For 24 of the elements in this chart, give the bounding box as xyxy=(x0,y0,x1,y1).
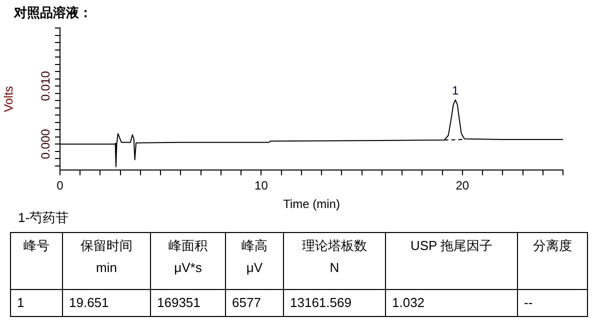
x-axis-title: Time (min) xyxy=(283,197,340,212)
text: 6577 xyxy=(226,290,284,316)
x-tick-label: 20 xyxy=(456,178,470,193)
text: 理论塔板数 N xyxy=(284,232,386,290)
chart-title: 对照品溶液： xyxy=(14,4,92,22)
text: 保留时间 min xyxy=(62,232,150,290)
y-tick-label: 0.000 xyxy=(38,128,52,160)
x-tick-label: 10 xyxy=(254,178,268,193)
text: 1.032 xyxy=(386,290,518,316)
text: 峰高 μV xyxy=(226,232,284,290)
text: 1 xyxy=(10,290,62,316)
y-axis-title: Volts xyxy=(2,86,16,112)
text: 169351 xyxy=(150,290,226,316)
text: USP 拖尾因子 xyxy=(386,232,518,290)
y-tick-label: 0.010 xyxy=(38,70,52,102)
text: 峰面积 μV*s xyxy=(150,232,226,290)
text: 13161.569 xyxy=(284,290,386,316)
text: 分离度 xyxy=(518,232,588,290)
text: -- xyxy=(518,290,588,316)
x-tick-label: 0 xyxy=(56,178,64,193)
annotation: 1 xyxy=(452,83,460,98)
text: 19.651 xyxy=(62,290,150,316)
text: 1-芍药苷 xyxy=(18,209,69,227)
text: 峰号 xyxy=(10,232,62,290)
